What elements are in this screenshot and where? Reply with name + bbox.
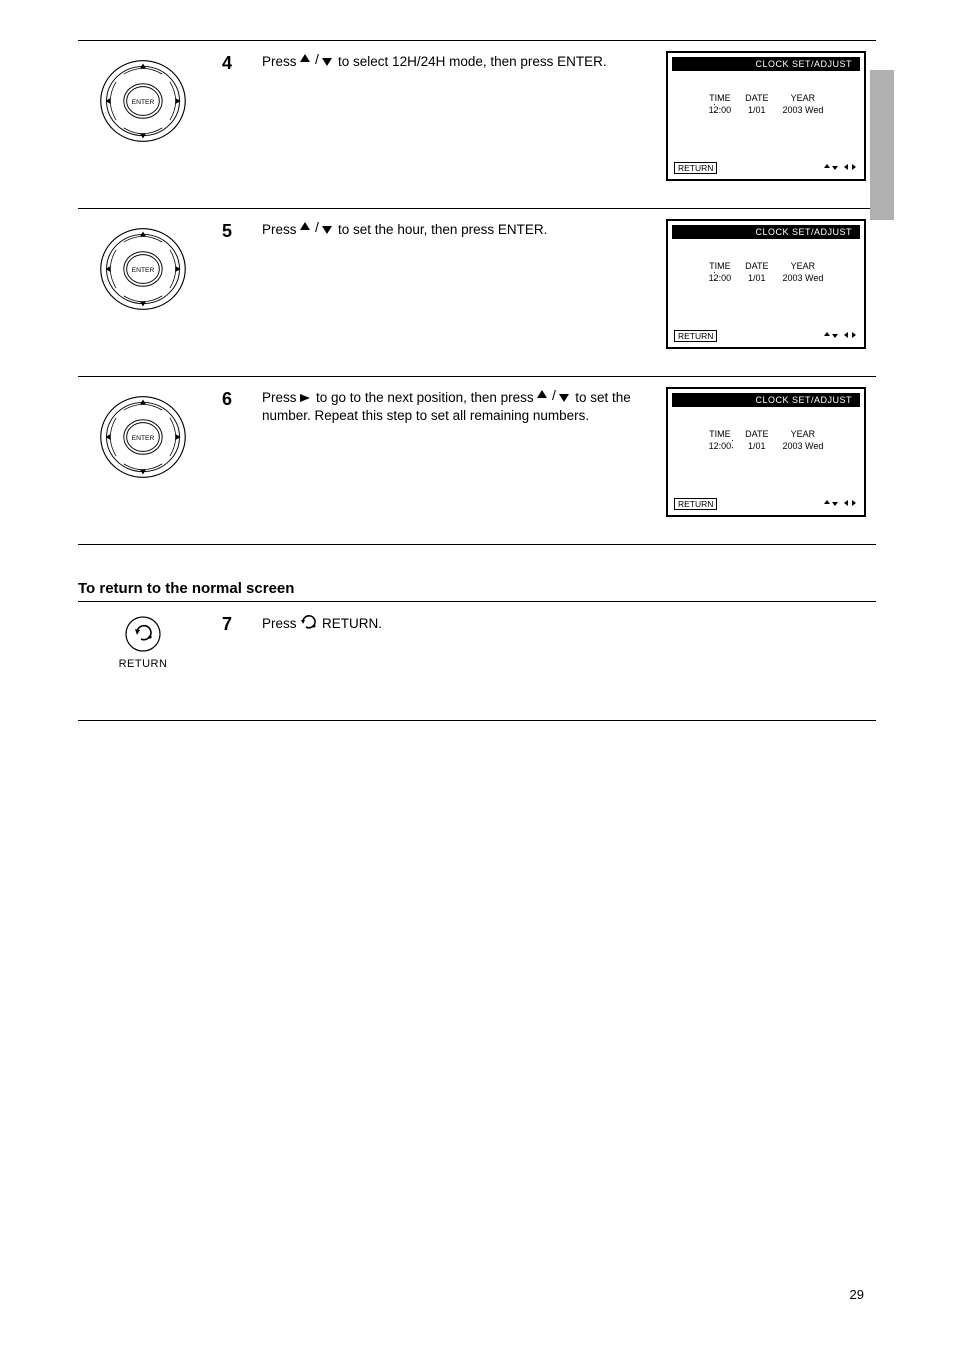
year-value: 2003 Wed	[782, 273, 823, 285]
text-post: to set the hour, then press ENTER.	[338, 222, 547, 237]
osd-title: CLOCK SET/ADJUST	[755, 59, 852, 69]
osd-title: CLOCK SET/ADJUST	[755, 227, 852, 237]
text-pre: Press	[262, 222, 300, 237]
screen-col: CLOCK SET/ADJUST TIME 12:00 DATE 1/01	[666, 47, 876, 181]
date-label: DATE	[745, 93, 768, 105]
date-value: 1/01	[745, 441, 768, 453]
osd-body: TIME 12:00 DATE 1/01 YEAR 2003	[668, 429, 864, 452]
year-label: YEAR	[782, 429, 823, 441]
step-text: Press to set the hour, then press ENTER.	[262, 215, 652, 239]
osd-body: TIME 12:00 DATE 1/01 YEAR 2003	[668, 93, 864, 116]
year-col: YEAR 2003 Wed	[782, 429, 823, 452]
osd-footer: RETURN	[674, 162, 858, 174]
time-col: TIME 12:00	[709, 261, 732, 284]
page-number: 29	[850, 1287, 864, 1302]
return-box: RETURN	[674, 162, 717, 174]
osd-screen: CLOCK SET/ADJUST TIME 12:00 DATE 1/01	[666, 219, 866, 349]
screen-col: CLOCK SET/ADJUST TIME 12:00 DATE 1/01	[666, 383, 876, 517]
step-6: 6 Press to go to the next position, then…	[78, 376, 876, 544]
dpad-enter-icon	[95, 389, 191, 485]
section-gap	[78, 544, 876, 580]
return-box: RETURN	[674, 498, 717, 510]
time-col: TIME 12:00	[709, 429, 732, 452]
step-7: RETURN 7 Press RETURN.	[78, 601, 876, 721]
return-icon-col: RETURN	[78, 608, 208, 670]
empty-screen-col	[666, 608, 876, 612]
year-col: YEAR 2003 Wed	[782, 93, 823, 116]
section-tab	[870, 70, 894, 220]
nav-arrows-icon	[824, 332, 858, 340]
return-glyph-icon	[300, 614, 318, 630]
osd-title: CLOCK SET/ADJUST	[755, 395, 852, 405]
return-box: RETURN	[674, 330, 717, 342]
dpad-enter-icon	[95, 221, 191, 317]
step-number: 4	[222, 47, 248, 74]
year-label: YEAR	[782, 93, 823, 105]
nav-arrows-icon	[824, 164, 858, 172]
text-pre: Press	[262, 390, 300, 405]
step-text: Press to go to the next position, then p…	[262, 383, 652, 425]
osd-titlebar: CLOCK SET/ADJUST	[672, 57, 860, 71]
return-heading: To return to the normal screen	[78, 580, 876, 597]
text-pre: Press	[262, 616, 300, 631]
year-value-text: 2003	[782, 441, 802, 451]
time-value: 12:00	[709, 105, 732, 117]
text-post: to select 12H/24H mode, then press ENTER…	[338, 54, 607, 69]
step-4: 4 Press to select 12H/24H mode, then pre…	[78, 40, 876, 208]
year-value-text: 2003	[782, 273, 802, 283]
remote-icon-col	[78, 47, 208, 149]
osd-titlebar: CLOCK SET/ADJUST	[672, 225, 860, 239]
manual-page: 4 Press to select 12H/24H mode, then pre…	[0, 0, 954, 1352]
text-pre: Press	[262, 54, 300, 69]
screen-col: CLOCK SET/ADJUST TIME 12:00 DATE 1/01	[666, 215, 876, 349]
osd-footer: RETURN	[674, 330, 858, 342]
blink-icon	[703, 272, 715, 282]
time-value: 12:00	[709, 441, 732, 453]
step-number: 6	[222, 383, 248, 410]
text-mid: to go to the next position, then press	[316, 390, 537, 405]
step-text: Press to select 12H/24H mode, then press…	[262, 47, 652, 71]
year-col: YEAR 2003 Wed	[782, 261, 823, 284]
step-number: 7	[222, 608, 248, 635]
osd-screen: CLOCK SET/ADJUST TIME 12:00 DATE 1/01	[666, 387, 866, 517]
date-label: DATE	[745, 429, 768, 441]
step-text: Press RETURN.	[262, 608, 652, 633]
time-col: TIME 12:00	[709, 93, 732, 116]
dpad-enter-icon	[95, 53, 191, 149]
updown-arrow-icon	[300, 54, 334, 68]
step-number: 5	[222, 215, 248, 242]
updown-arrow-icon	[300, 222, 334, 236]
blink-icon	[703, 104, 715, 114]
return-button-icon	[123, 614, 163, 654]
remote-icon-col	[78, 215, 208, 317]
osd-body: TIME 12:00 DATE 1/01 YEAR 2003	[668, 261, 864, 284]
year-label: YEAR	[782, 261, 823, 273]
right-arrow-icon	[300, 392, 312, 404]
year-value: 2003 Wed	[782, 441, 823, 453]
date-col: DATE 1/01	[745, 261, 768, 284]
osd-screen: CLOCK SET/ADJUST TIME 12:00 DATE 1/01	[666, 51, 866, 181]
day-value: Wed	[805, 273, 823, 283]
date-col: DATE 1/01	[745, 93, 768, 116]
date-col: DATE 1/01	[745, 429, 768, 452]
text-post: RETURN.	[322, 616, 382, 631]
remote-icon-col	[78, 383, 208, 485]
date-value: 1/01	[745, 273, 768, 285]
date-label: DATE	[745, 261, 768, 273]
year-value-text: 2003	[782, 105, 802, 115]
day-value: Wed	[805, 441, 823, 451]
nav-arrows-icon	[824, 500, 858, 508]
day-value: Wed	[805, 105, 823, 115]
date-value: 1/01	[745, 105, 768, 117]
osd-footer: RETURN	[674, 498, 858, 510]
blink-icon	[721, 440, 733, 450]
return-label: RETURN	[119, 658, 168, 670]
year-value: 2003 Wed	[782, 105, 823, 117]
time-value: 12:00	[709, 273, 732, 285]
step-5: 5 Press to set the hour, then press ENTE…	[78, 208, 876, 376]
osd-titlebar: CLOCK SET/ADJUST	[672, 393, 860, 407]
updown-arrow-icon	[537, 390, 571, 404]
